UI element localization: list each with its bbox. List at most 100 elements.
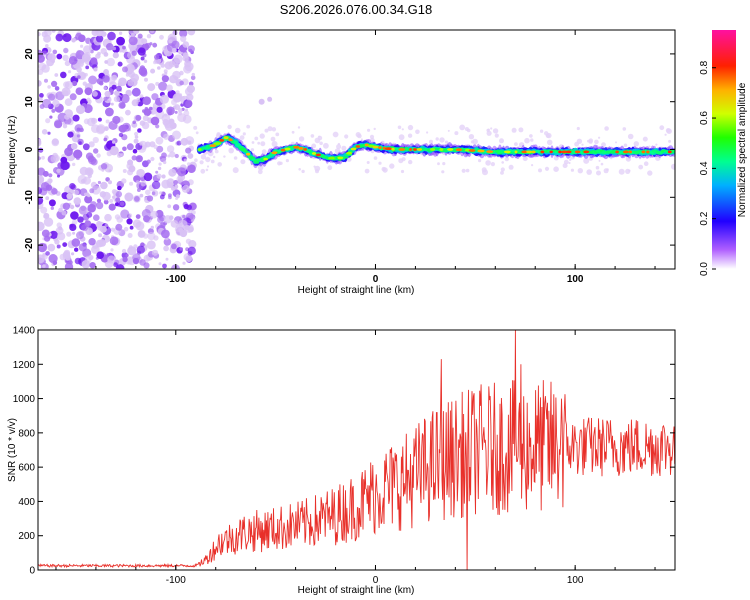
halo-speck [531, 164, 534, 167]
halo-speck [270, 136, 276, 142]
halo-speck [200, 154, 207, 160]
noise-speck [134, 135, 139, 139]
noise-speck [56, 222, 62, 228]
ridge-core [455, 148, 463, 152]
noise-speck [139, 259, 146, 266]
noise-speck [58, 207, 63, 213]
x-tick-label: 100 [567, 274, 584, 285]
noise-speck [38, 221, 45, 231]
noise-speck [60, 160, 70, 171]
noise-speck [44, 78, 48, 83]
noise-speck [163, 238, 172, 246]
halo-speck [481, 167, 487, 173]
noise-speck [73, 132, 81, 140]
halo-speck [206, 165, 210, 168]
noise-speck [54, 120, 63, 129]
halo-speck [344, 134, 349, 139]
noise-speck [68, 70, 72, 74]
noise-speck [143, 215, 150, 223]
ridge-cell [266, 154, 273, 158]
noise-speck [151, 249, 159, 256]
noise-speck [127, 233, 133, 238]
noise-speck [76, 231, 84, 240]
halo-speck [267, 126, 273, 132]
noise-speck [185, 147, 192, 154]
halo-speck [415, 129, 420, 135]
halo-speck [638, 164, 644, 170]
halo-speck [546, 139, 553, 146]
halo-speck [633, 141, 639, 147]
noise-speck [80, 44, 84, 48]
x-tick-label: 100 [567, 575, 584, 586]
ridge-core [271, 151, 278, 155]
noise-speck [179, 30, 188, 38]
noise-speck [87, 117, 96, 127]
halo-speck [604, 126, 609, 131]
noise-speck [73, 189, 80, 196]
noise-speck [38, 54, 45, 63]
noise-speck [135, 180, 140, 184]
noise-speck [61, 210, 67, 216]
noise-speck [38, 138, 42, 145]
halo-speck [381, 166, 386, 172]
halo-speck [486, 130, 492, 136]
halo-speck [437, 162, 440, 166]
noise-speck [38, 182, 41, 188]
noise-speck [135, 114, 142, 121]
noise-speck [151, 191, 156, 195]
noise-speck [84, 167, 94, 176]
noise-speck [38, 147, 44, 153]
noise-speck [92, 91, 98, 97]
noise-speck [156, 173, 162, 179]
noise-speck [103, 52, 109, 57]
noise-speck [156, 145, 164, 153]
halo-speck [530, 138, 534, 142]
noise-speck [178, 219, 188, 230]
y-tick-label: 1200 [13, 360, 36, 371]
noise-speck [174, 110, 178, 114]
halo-speck [311, 143, 317, 149]
noise-speck [131, 99, 139, 107]
halo-speck [227, 124, 232, 130]
noise-speck [73, 197, 82, 205]
noise-region [38, 30, 197, 269]
halo-speck [259, 133, 265, 139]
halo-speck [494, 133, 499, 138]
noise-speck [176, 140, 182, 146]
ridge-core [574, 150, 581, 154]
halo-speck [275, 132, 280, 137]
halo-speck [522, 156, 528, 162]
noise-speck [155, 81, 160, 86]
noise-speck [87, 194, 91, 198]
noise-speck [82, 176, 91, 185]
halo-speck [524, 137, 530, 144]
noise-speck [62, 90, 69, 96]
noise-speck [160, 63, 165, 68]
noise-speck [122, 66, 128, 73]
noise-speck [158, 162, 162, 166]
noise-speck [186, 204, 192, 211]
noise-speck [95, 221, 103, 228]
noise-speck [146, 240, 156, 250]
halo-speck [364, 168, 370, 174]
spectrogram-y-ticks: -20 -10 0 10 20 [24, 48, 675, 252]
halo-speck [665, 127, 671, 133]
halo-speck [373, 156, 378, 160]
noise-speck [137, 33, 143, 39]
halo-speck [378, 161, 382, 165]
y-tick-label: 10 [24, 96, 35, 108]
noise-speck [122, 256, 128, 263]
ridge-core [514, 150, 518, 154]
halo-speck [271, 127, 277, 132]
noise-speck [132, 148, 138, 154]
noise-speck [69, 93, 77, 101]
x-tick-label: 0 [373, 274, 379, 285]
noise-speck [45, 196, 50, 201]
ridge-core [263, 157, 268, 161]
early-blob [258, 96, 273, 105]
noise-speck [84, 192, 88, 196]
noise-speck [121, 248, 127, 254]
halo-speck [553, 166, 559, 172]
noise-speck [45, 184, 53, 191]
noise-speck [166, 145, 175, 153]
